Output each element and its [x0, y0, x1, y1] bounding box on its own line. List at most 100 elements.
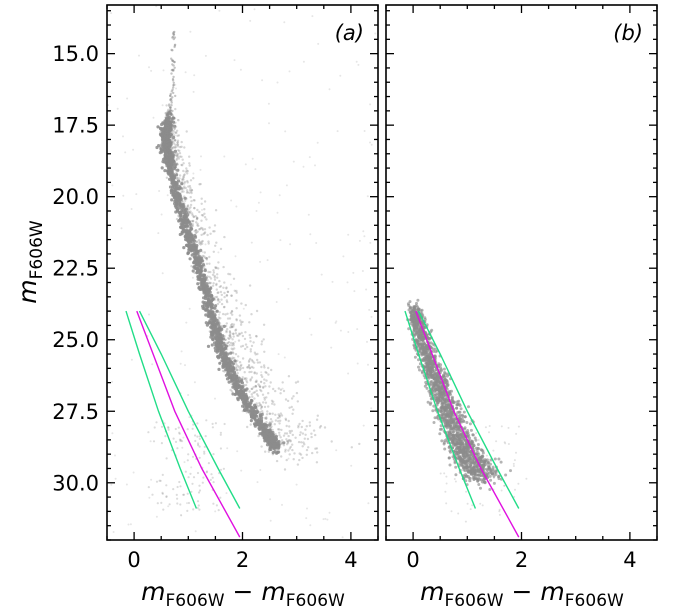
data-point: [181, 164, 184, 167]
data-point: [198, 260, 201, 264]
data-point: [127, 523, 130, 526]
data-point: [202, 262, 205, 265]
data-point: [198, 242, 201, 245]
data-point: [192, 172, 195, 175]
data-point: [512, 465, 515, 467]
data-point: [112, 531, 115, 533]
data-point: [160, 128, 164, 132]
data-point: [260, 340, 264, 343]
data-point: [193, 206, 196, 210]
data-point: [305, 425, 308, 428]
data-point: [192, 177, 195, 180]
data-point: [294, 436, 297, 439]
data-point: [253, 423, 256, 426]
data-point: [435, 393, 438, 397]
data-point: [440, 439, 444, 443]
data-point: [468, 457, 472, 461]
data-point: [196, 471, 200, 475]
data-point: [186, 172, 189, 175]
data-point: [260, 389, 263, 393]
data-point: [250, 344, 254, 348]
data-point: [485, 454, 488, 457]
data-point: [245, 399, 248, 402]
data-point: [477, 483, 481, 486]
data-point: [361, 270, 364, 272]
data-point: [257, 434, 260, 438]
data-point: [369, 141, 371, 144]
data-point: [222, 324, 226, 328]
data-point: [172, 37, 175, 41]
data-point: [165, 484, 168, 487]
data-point: [300, 441, 303, 444]
data-point: [470, 466, 474, 470]
data-point: [182, 436, 185, 439]
data-point: [210, 307, 213, 310]
data-point: [178, 431, 181, 434]
data-point: [168, 128, 171, 131]
data-point: [193, 381, 196, 384]
data-point: [278, 431, 281, 434]
data-point: [205, 258, 209, 261]
data-point: [278, 194, 281, 197]
data-point: [193, 199, 196, 202]
data-point: [240, 302, 243, 305]
data-point: [426, 400, 430, 404]
data-point: [256, 481, 259, 484]
data-point: [248, 396, 251, 399]
data-point: [220, 352, 224, 356]
data-point: [287, 419, 290, 423]
data-point: [155, 480, 159, 483]
data-point: [176, 194, 180, 197]
data-point: [256, 352, 259, 356]
data-point: [304, 428, 307, 431]
data-point: [161, 160, 165, 164]
data-point: [370, 143, 373, 146]
data-point: [166, 124, 169, 127]
data-point: [233, 59, 236, 62]
data-point: [191, 482, 194, 485]
data-point: [299, 431, 302, 434]
data-point: [187, 225, 190, 229]
data-point: [448, 463, 452, 467]
data-point: [476, 443, 480, 446]
data-point: [307, 213, 310, 216]
data-point: [233, 347, 236, 350]
data-point: [170, 97, 173, 101]
data-point: [444, 416, 448, 420]
data-point: [211, 476, 214, 479]
data-point: [185, 236, 189, 239]
data-point: [161, 121, 165, 125]
data-point: [272, 387, 275, 391]
data-point: [201, 228, 205, 231]
data-point: [163, 148, 167, 152]
data-point: [450, 438, 454, 442]
data-point: [234, 328, 238, 331]
data-point: [241, 404, 245, 408]
data-point: [162, 121, 165, 124]
data-point: [202, 288, 205, 291]
data-point: [206, 233, 209, 237]
data-point: [179, 210, 183, 214]
data-point: [216, 302, 220, 306]
data-point: [193, 271, 196, 275]
data-point: [290, 397, 294, 400]
data-point: [442, 367, 446, 371]
data-point: [173, 134, 176, 137]
data-point: [190, 234, 193, 238]
data-point: [184, 470, 187, 473]
data-point: [206, 278, 209, 282]
data-point: [271, 402, 274, 405]
data-point: [191, 220, 195, 223]
data-point: [194, 256, 198, 260]
data-point: [169, 105, 172, 109]
data-point: [279, 239, 282, 242]
data-point: [204, 54, 207, 57]
data-point: [466, 429, 470, 432]
data-point: [346, 281, 349, 284]
data-point: [244, 402, 247, 405]
data-point: [212, 453, 215, 456]
data-point: [191, 237, 195, 240]
data-point: [198, 251, 201, 254]
data-point: [244, 331, 247, 334]
